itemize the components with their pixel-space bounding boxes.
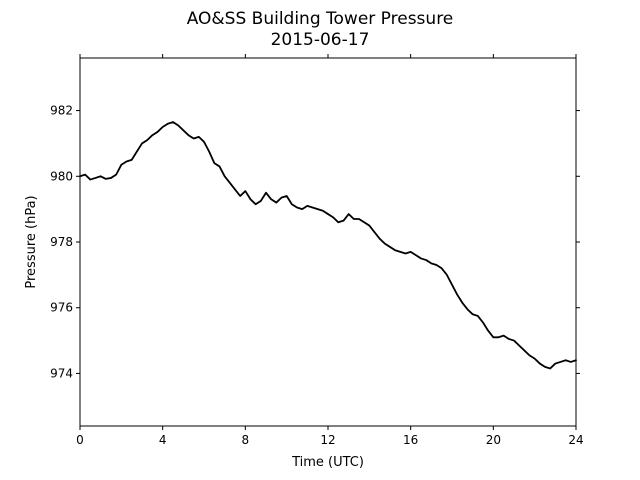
x-axis-label: Time (UTC) xyxy=(291,455,364,470)
x-tick-label: 24 xyxy=(568,433,583,447)
x-tick-label: 16 xyxy=(403,433,418,447)
pressure-series-line xyxy=(79,121,577,370)
x-tick-label: 0 xyxy=(76,433,84,447)
tick-layer: 0 4 8 12 16 20 24 974 976 978 980 982 xyxy=(50,54,584,447)
y-tick-label: 978 xyxy=(50,235,73,249)
x-tick-label: 8 xyxy=(242,433,250,447)
x-tick-label: 20 xyxy=(486,433,501,447)
x-tick-label: 12 xyxy=(320,433,335,447)
plot-frame xyxy=(79,57,577,427)
y-tick-label: 974 xyxy=(50,366,73,380)
y-axis-label: Pressure (hPa) xyxy=(24,195,39,288)
y-tick-label: 982 xyxy=(50,104,73,118)
data-layer xyxy=(79,121,577,370)
chart-title: AO&SS Building Tower Pressure xyxy=(187,9,454,29)
x-tick-label: 4 xyxy=(159,433,167,447)
chart-subtitle: 2015-06-17 xyxy=(271,30,370,50)
y-tick-label: 976 xyxy=(50,301,73,315)
y-tick-label: 980 xyxy=(50,169,73,183)
